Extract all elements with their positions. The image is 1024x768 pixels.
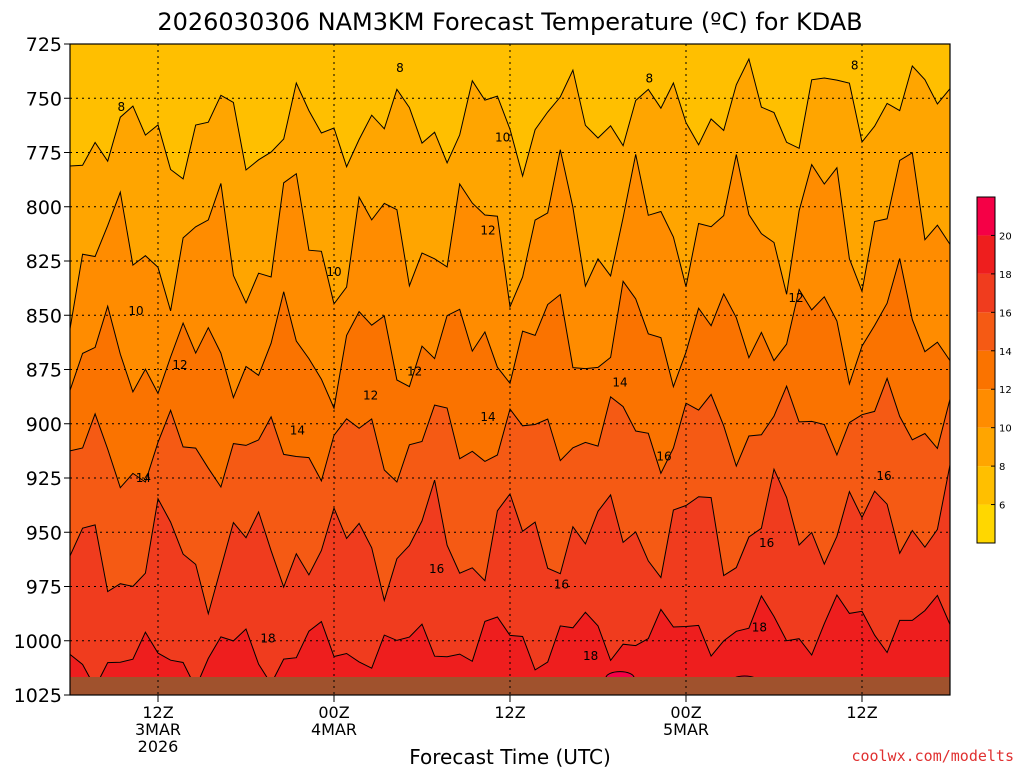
contour-label: 16 [759, 536, 774, 550]
colorbar-label: 10 [999, 424, 1012, 435]
y-tick-label: 900 [26, 414, 62, 436]
colorbar-label: 14 [999, 347, 1012, 358]
contour-label: 12 [407, 365, 422, 379]
y-tick-label: 925 [26, 468, 62, 490]
colorbar-swatch [977, 350, 995, 390]
watermark: coolwx.com/modelts [851, 747, 1014, 765]
contour-label: 14 [290, 423, 305, 437]
x-axis-label: Forecast Time (UTC) [409, 745, 611, 768]
isotherm-18 [69, 593, 951, 689]
y-tick-label: 750 [26, 88, 62, 110]
contour-labels: 8 8 8 8 10 10 10 12 12 12 12 12 14 14 14 14 16 16 16 16 16 18… [118, 59, 892, 663]
contour-label: 10 [128, 304, 143, 318]
y-tick-label: 1025 [14, 685, 62, 707]
contour-label: 16 [554, 577, 569, 591]
x-tick-label: 12Z [142, 703, 173, 722]
y-tick-label: 825 [26, 251, 62, 273]
colorbar-label: 16 [999, 308, 1012, 319]
isotherm-16 [69, 464, 951, 616]
plot-area: 8 8 8 8 10 10 10 12 12 12 12 12 14 14 14 14 16 16 16 16 16 18… [69, 43, 951, 696]
colorbar-label: 20 [999, 231, 1012, 242]
contour-label: 8 [646, 72, 654, 86]
colorbar-label: 8 [999, 462, 1005, 473]
contour-label: 12 [480, 224, 495, 238]
y-tick-label: 775 [26, 143, 62, 165]
x-tick-label: 12Z [846, 703, 877, 722]
contour-label: 18 [583, 649, 598, 663]
contour-label: 16 [429, 562, 444, 576]
contour-label: 10 [326, 265, 341, 279]
colorbar-label: 12 [999, 385, 1012, 396]
x-tick-label: 2026 [138, 737, 179, 756]
colorbar-swatch [977, 197, 995, 236]
colorbar-label: 6 [999, 501, 1005, 512]
colorbar-swatch [977, 389, 995, 428]
pressure-axis: 725 750 775 800 825 850 875 900 925 950 975 1000 102… [14, 34, 70, 707]
contour-label: 18 [260, 632, 275, 646]
contour-label: 12 [788, 291, 803, 305]
x-tick-label: 4MAR [311, 720, 357, 739]
colorbar-label: 18 [999, 270, 1012, 281]
contour-label: 12 [363, 389, 378, 403]
isotherm-14 [69, 376, 951, 489]
contour-label: 16 [876, 469, 891, 483]
x-tick-label: 12Z [494, 703, 525, 722]
contour-label: 10 [495, 130, 510, 144]
colorbar-swatch [977, 273, 995, 313]
contour-label: 8 [851, 59, 859, 73]
colorbar-swatch [977, 235, 995, 274]
contour-label: 18 [752, 621, 767, 635]
colorbar-swatch [977, 312, 995, 351]
colorbar-swatch [977, 504, 995, 543]
y-tick-label: 725 [26, 34, 62, 56]
isotherm-12 [69, 258, 951, 410]
y-tick-label: 850 [26, 305, 62, 327]
x-tick-label: 00Z [670, 703, 701, 722]
contour-label: 12 [172, 358, 187, 372]
contour-label: 8 [396, 61, 404, 75]
y-tick-label: 975 [26, 577, 62, 599]
colorbar-swatch [977, 466, 995, 505]
contour-label: 8 [118, 100, 126, 114]
y-tick-label: 950 [26, 522, 62, 544]
grid-lines [70, 44, 950, 695]
colorbar-swatch [977, 427, 995, 467]
colorbar: 6 8 10 12 14 16 18 20 [976, 196, 1012, 544]
chart-title: 2026030306 NAM3KM Forecast Temperature (… [157, 8, 862, 36]
x-tick-label: 00Z [318, 703, 349, 722]
x-tick-label: 5MAR [663, 720, 709, 739]
contour-label: 14 [480, 410, 495, 424]
x-tick-label: 3MAR [135, 720, 181, 739]
y-tick-label: 800 [26, 197, 62, 219]
contour-label: 16 [656, 449, 671, 463]
contour-label: 14 [612, 376, 627, 390]
y-tick-label: 1000 [14, 631, 62, 653]
colorbar-frame [976, 196, 996, 544]
contour-label: 14 [136, 471, 151, 485]
y-tick-label: 875 [26, 360, 62, 382]
isotherm-10 [69, 149, 951, 329]
